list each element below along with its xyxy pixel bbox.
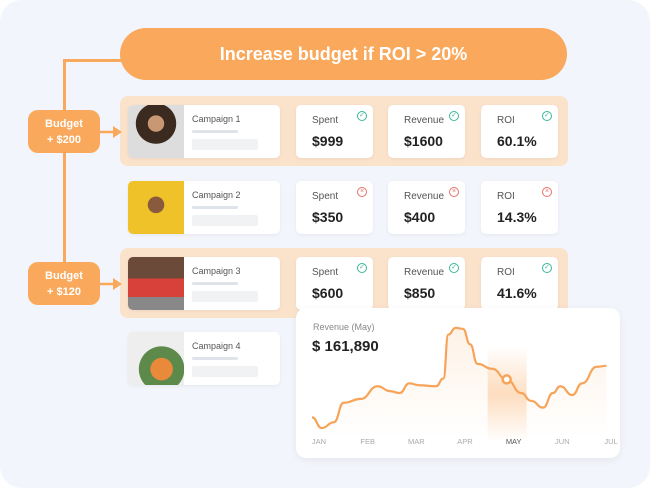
campaign-card[interactable]: Campaign 4	[128, 332, 280, 385]
budget-badge: Budget + $200	[28, 110, 100, 153]
x-tick-label: FEB	[360, 437, 375, 446]
metric-value: $600	[312, 285, 344, 301]
campaign-name: Campaign 4	[192, 341, 241, 351]
metric-revenue: ✓ Revenue $1600	[388, 105, 465, 158]
x-tick-label: MAR	[408, 437, 425, 446]
revenue-chart-card: Revenue (May) $ 161,890 JAN FEB MAR APR MAY J…	[296, 308, 620, 458]
check-circle-icon: ✓	[449, 111, 459, 121]
campaign-image	[128, 332, 184, 385]
metric-label: ROI	[497, 267, 515, 278]
budget-badge: Budget + $120	[28, 262, 100, 305]
metric-spent: ✓ Spent $999	[296, 105, 373, 158]
metric-roi: ✓ ROI 41.6%	[481, 257, 558, 310]
metric-value: 60.1%	[497, 133, 537, 149]
metric-value: $400	[404, 209, 436, 225]
connector-line	[63, 59, 121, 62]
metric-label: Revenue	[404, 115, 445, 126]
metric-value: 14.3%	[497, 209, 537, 225]
metric-spent: × Spent $350	[296, 181, 373, 234]
metric-label: ROI	[497, 115, 515, 126]
arrow-right-icon	[100, 278, 122, 290]
metric-label: Spent	[312, 267, 339, 278]
placeholder-bar	[192, 357, 238, 360]
placeholder-bar	[192, 215, 258, 226]
check-circle-icon: ✓	[357, 111, 367, 121]
metric-spent: ✓ Spent $600	[296, 257, 373, 310]
metric-label: Revenue	[404, 191, 445, 202]
revenue-line	[311, 326, 607, 430]
campaign-name: Campaign 2	[192, 190, 241, 200]
check-circle-icon: ✓	[357, 263, 367, 273]
connector-line	[63, 59, 66, 285]
placeholder-bar	[192, 291, 258, 302]
campaign-image	[128, 105, 184, 158]
area-fill	[312, 327, 607, 438]
metric-label: Spent	[312, 115, 339, 126]
metric-value: $1600	[404, 133, 443, 149]
metric-revenue: × Revenue $400	[388, 181, 465, 234]
budget-label: Budget	[45, 117, 83, 130]
revenue-line-chart: JAN FEB MAR APR MAY JUN JUL	[311, 326, 618, 446]
campaign-image	[128, 181, 184, 234]
x-circle-icon: ×	[542, 187, 552, 197]
placeholder-bar	[192, 206, 238, 209]
placeholder-bar	[192, 282, 238, 285]
metric-label: Spent	[312, 191, 339, 202]
campaign-card[interactable]: Campaign 3	[128, 257, 280, 310]
x-circle-icon: ×	[357, 187, 367, 197]
metric-value: $350	[312, 209, 344, 225]
x-tick-label: JAN	[312, 437, 326, 446]
budget-label: Budget	[45, 269, 83, 282]
metric-value: 41.6%	[497, 285, 537, 301]
chart-value: $ 161,890	[312, 338, 379, 355]
campaign-image	[128, 257, 184, 310]
campaign-card[interactable]: Campaign 1	[128, 105, 280, 158]
arrow-right-icon	[100, 126, 122, 138]
chart-title: Revenue (May)	[313, 322, 375, 332]
budget-amount: + $200	[47, 133, 81, 146]
data-point-marker	[501, 374, 512, 385]
rule-banner: Increase budget if ROI > 20%	[120, 28, 567, 80]
placeholder-bar	[192, 366, 258, 377]
x-circle-icon: ×	[449, 187, 459, 197]
metric-revenue: ✓ Revenue $850	[388, 257, 465, 310]
arrows	[100, 126, 122, 290]
metric-label: ROI	[497, 191, 515, 202]
campaign-card[interactable]: Campaign 2	[128, 181, 280, 234]
x-tick-label: JUN	[555, 437, 570, 446]
x-tick-label: MAY	[506, 437, 522, 446]
metric-value: $850	[404, 285, 436, 301]
campaign-name: Campaign 3	[192, 266, 241, 276]
metric-roi: × ROI 14.3%	[481, 181, 558, 234]
metric-value: $999	[312, 133, 344, 149]
metric-roi: ✓ ROI 60.1%	[481, 105, 558, 158]
check-circle-icon: ✓	[542, 111, 552, 121]
metric-label: Revenue	[404, 267, 445, 278]
x-tick-label: APR	[457, 437, 473, 446]
placeholder-bar	[192, 139, 258, 150]
x-tick-label: JUL	[604, 437, 617, 446]
check-circle-icon: ✓	[542, 263, 552, 273]
placeholder-bar	[192, 130, 238, 133]
campaign-name: Campaign 1	[192, 114, 241, 124]
budget-amount: + $120	[47, 285, 81, 298]
check-circle-icon: ✓	[449, 263, 459, 273]
